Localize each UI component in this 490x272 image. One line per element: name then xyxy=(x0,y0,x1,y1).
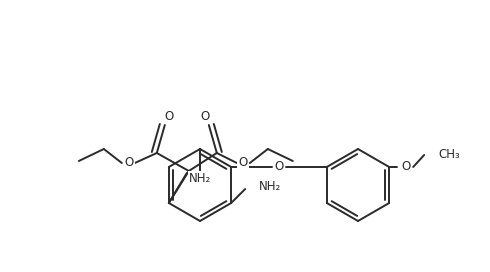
Text: CH₃: CH₃ xyxy=(438,147,460,160)
Text: O: O xyxy=(164,110,173,122)
Text: O: O xyxy=(238,156,247,169)
Text: O: O xyxy=(124,156,133,169)
Text: O: O xyxy=(274,160,284,174)
Text: NH₂: NH₂ xyxy=(259,181,281,193)
Text: O: O xyxy=(200,110,209,122)
Text: O: O xyxy=(401,160,411,174)
Text: NH₂: NH₂ xyxy=(189,172,211,186)
